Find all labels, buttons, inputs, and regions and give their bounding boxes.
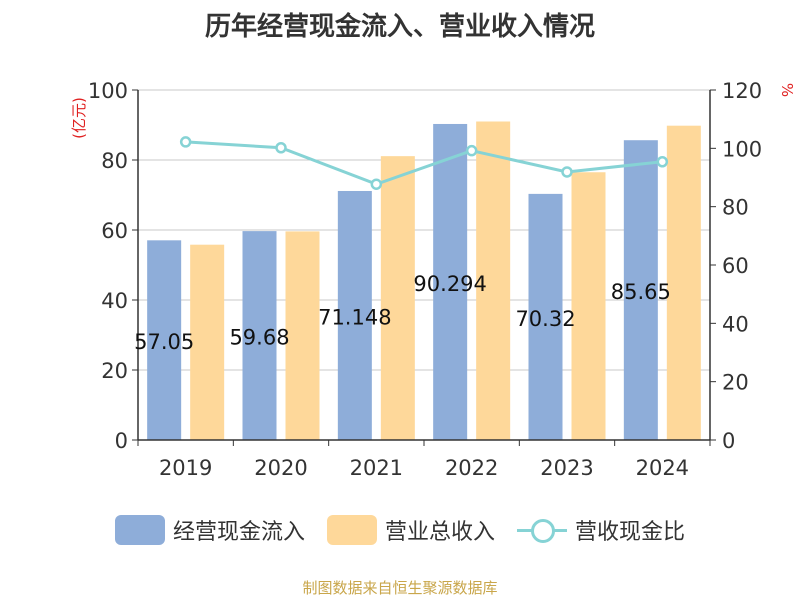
point-cash-ratio: [370, 178, 383, 190]
data-label-cash-inflow: 71.148: [318, 305, 391, 329]
y-right-axis-label: %: [778, 83, 796, 97]
point-cash-ratio: [179, 136, 192, 148]
bar-cash-inflow: [242, 231, 277, 440]
legend-item-cash-ratio[interactable]: 营收现金比: [517, 514, 685, 546]
legend-label-cash-inflow: 经营现金流入: [172, 520, 305, 545]
bar-cash-inflow: [623, 140, 658, 440]
bar-cash-inflow: [147, 240, 182, 440]
y-left-tick-label: 60: [101, 219, 128, 243]
bar-revenue: [666, 125, 701, 440]
legend: 经营现金流入 营业总收入 营收现金比: [0, 514, 800, 546]
legend-swatch-revenue: [326, 515, 377, 545]
y-left-tick-label: 0: [115, 429, 128, 453]
legend-swatch-cash-inflow: [114, 515, 165, 545]
data-label-cash-inflow: 85.65: [611, 280, 671, 304]
bar-revenue: [380, 156, 415, 440]
y-left-tick-label: 100: [88, 79, 128, 103]
y-left-tick-label: 80: [101, 149, 128, 173]
y-right-tick-label: 60: [722, 254, 749, 278]
y-right-tick-label: 80: [722, 196, 749, 220]
bar-cash-inflow: [433, 123, 468, 440]
bar-cash-inflow: [528, 193, 563, 440]
bar-revenue: [285, 231, 320, 440]
bar-revenue: [571, 172, 606, 440]
point-cash-ratio: [561, 166, 573, 178]
point-cash-ratio: [465, 144, 478, 157]
y-right-tick-label: 0: [722, 429, 735, 453]
bar-revenue: [476, 121, 511, 440]
data-label-cash-inflow: 90.294: [413, 272, 486, 296]
data-label-cash-inflow: 57.05: [134, 330, 194, 354]
y-right-tick-label: 100: [722, 137, 762, 161]
point-cash-ratio: [275, 142, 287, 154]
bar-revenue: [190, 244, 225, 440]
x-tick-label: 2020: [254, 456, 307, 480]
legend-swatch-cash-ratio: [517, 515, 567, 545]
line-cash-ratio: [185, 140, 663, 186]
chart-title: 历年经营现金流入、营业收入情况: [204, 12, 595, 42]
legend-item-cash-inflow[interactable]: 经营现金流入: [114, 514, 305, 546]
legend-label-cash-ratio: 营收现金比: [575, 520, 686, 545]
y-left-axis-label: (亿元): [70, 97, 88, 139]
data-label-cash-inflow: 70.32: [515, 307, 575, 331]
y-right-tick-label: 20: [722, 371, 749, 395]
x-tick-label: 2022: [445, 456, 498, 480]
point-cash-ratio: [656, 156, 669, 168]
y-left-tick-label: 20: [101, 359, 128, 383]
x-tick-label: 2024: [636, 456, 689, 480]
y-left-tick-label: 40: [101, 289, 128, 313]
data-label-cash-inflow: 59.68: [229, 326, 289, 350]
bar-cash-inflow: [337, 190, 372, 440]
x-tick-label: 2019: [159, 456, 212, 480]
x-tick-label: 2023: [540, 456, 593, 480]
legend-label-revenue: 营业总收入: [384, 520, 495, 545]
source-note: 制图数据来自恒生聚源数据库: [302, 579, 498, 597]
legend-item-revenue[interactable]: 营业总收入: [326, 514, 495, 546]
y-right-tick-label: 120: [722, 79, 762, 103]
x-tick-label: 2021: [350, 456, 403, 480]
y-right-tick-label: 40: [722, 312, 749, 336]
